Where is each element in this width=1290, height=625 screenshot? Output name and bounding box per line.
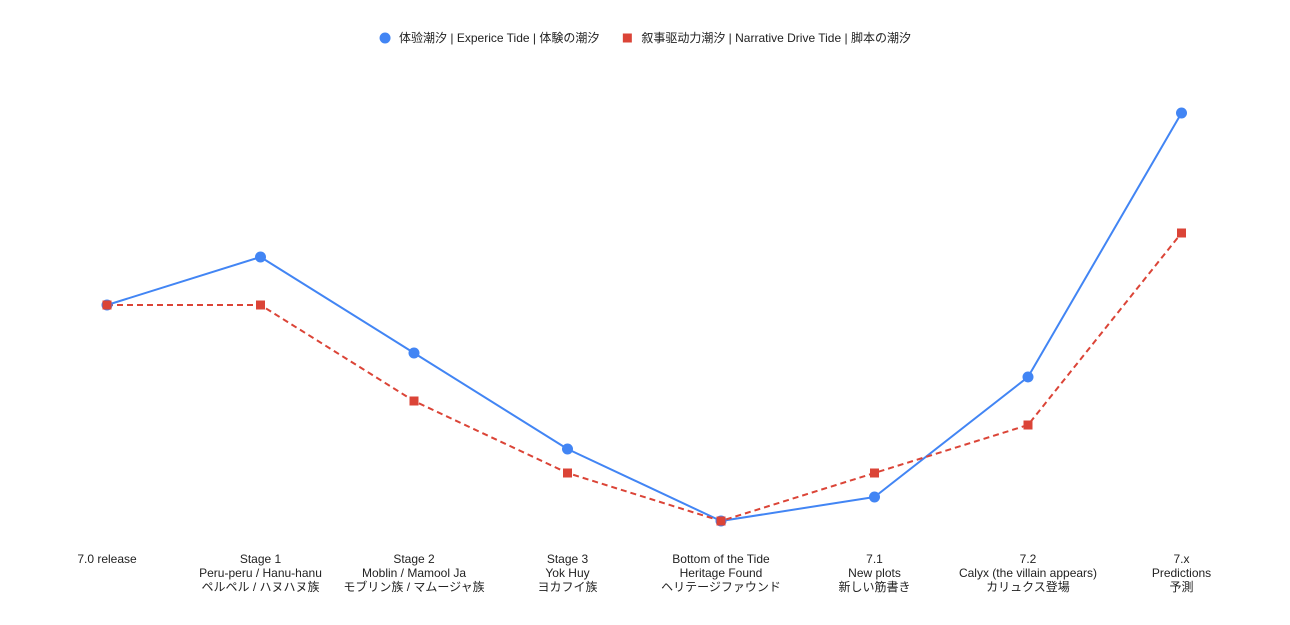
data-point-square — [102, 300, 112, 310]
x-tick-line: ヘリテージファウンド — [661, 580, 781, 594]
data-point-circle — [255, 251, 266, 263]
x-tick-label: 7.1 New plots 新しい筋書き — [838, 552, 910, 594]
legend-marker-square — [622, 33, 632, 43]
x-tick-line: 7.0 release — [77, 552, 137, 566]
x-tick-label: Stage 2 Moblin / Mamool Ja モブリン族 / マムージャ族 — [343, 552, 484, 594]
x-tick-line: 7.2 — [1020, 552, 1037, 566]
x-tick-line: ペルペル / ハヌハヌ族 — [201, 580, 319, 594]
data-point-square — [870, 468, 879, 478]
series-line — [107, 232, 1183, 522]
x-tick-line: Stage 1 — [240, 552, 282, 566]
data-point-square — [409, 396, 419, 406]
data-point-square — [1177, 228, 1186, 238]
x-tick-line: Predictions — [1152, 566, 1211, 580]
data-point-square — [256, 300, 265, 310]
x-tick-label: 7.x Predictions 予測 — [1152, 552, 1211, 594]
x-tick-label: Stage 3 Yok Huy ヨカフイ族 — [537, 552, 597, 594]
x-tick-label: 7.2 Calyx (the villain appears)カリュクス登場 — [959, 552, 1097, 594]
data-point-circle — [1176, 107, 1187, 119]
x-tick-label: Stage 1 Peru-peru / Hanu-hanu ペルペル / ハヌハヌ族 — [199, 552, 322, 594]
x-tick-line: Stage 2 — [393, 552, 435, 566]
chart-legend: 体验潮汐 | Experice Tide | 体験の潮汐 叙事驱动力潮汐 | Na… — [379, 30, 911, 45]
x-tick-line: Bottom of the Tide — [672, 552, 770, 566]
x-tick-line: 7.1 — [866, 552, 883, 566]
legend-label: 叙事驱动力潮汐 | Narrative Drive Tide | 脚本の潮汐 — [641, 30, 911, 45]
data-point-circle — [1022, 371, 1034, 383]
x-tick-line: Peru-peru / Hanu-hanu — [199, 566, 322, 580]
x-tick-label: 7.0 release — [77, 552, 137, 566]
series-layer — [101, 107, 1187, 527]
legend-item: 叙事驱动力潮汐 | Narrative Drive Tide | 脚本の潮汐 — [622, 30, 911, 45]
data-point-square — [563, 468, 572, 478]
x-tick-line: Yok Huy — [545, 566, 589, 580]
data-point-circle — [408, 347, 420, 359]
data-point-circle — [562, 443, 573, 455]
x-tick-line: Moblin / Mamool Ja — [362, 566, 466, 580]
series-line — [106, 112, 1183, 522]
x-tick-line: 予測 — [1169, 580, 1193, 594]
x-tick-line: Stage 3 — [547, 552, 589, 566]
x-tick-line: Calyx (the villain appears) — [959, 566, 1097, 580]
x-axis-labels: 7.0 release Stage 1 Peru-peru / Hanu-hanu ペ… — [77, 552, 1211, 594]
x-tick-line: 新しい筋書き — [838, 579, 910, 594]
legend-label: 体验潮汐 | Experice Tide | 体験の潮汐 — [399, 30, 599, 45]
legend-item: 体验潮汐 | Experice Tide | 体験の潮汐 — [379, 30, 599, 45]
data-point-circle — [869, 491, 880, 503]
x-tick-label: Bottom of the Tide Heritage Found ヘリテージファウ… — [661, 552, 781, 594]
x-tick-line: ヨカフイ族 — [537, 580, 597, 594]
x-tick-line: モブリン族 / マムージャ族 — [343, 579, 484, 594]
data-point-square — [1023, 420, 1033, 430]
x-tick-line: Heritage Found — [680, 566, 763, 580]
x-tick-line: カリュクス登場 — [986, 579, 1070, 594]
data-point-square — [716, 516, 726, 526]
legend-marker-circle — [379, 32, 391, 44]
x-tick-line: New plots — [848, 566, 901, 580]
x-tick-line: 7.x — [1173, 552, 1189, 566]
